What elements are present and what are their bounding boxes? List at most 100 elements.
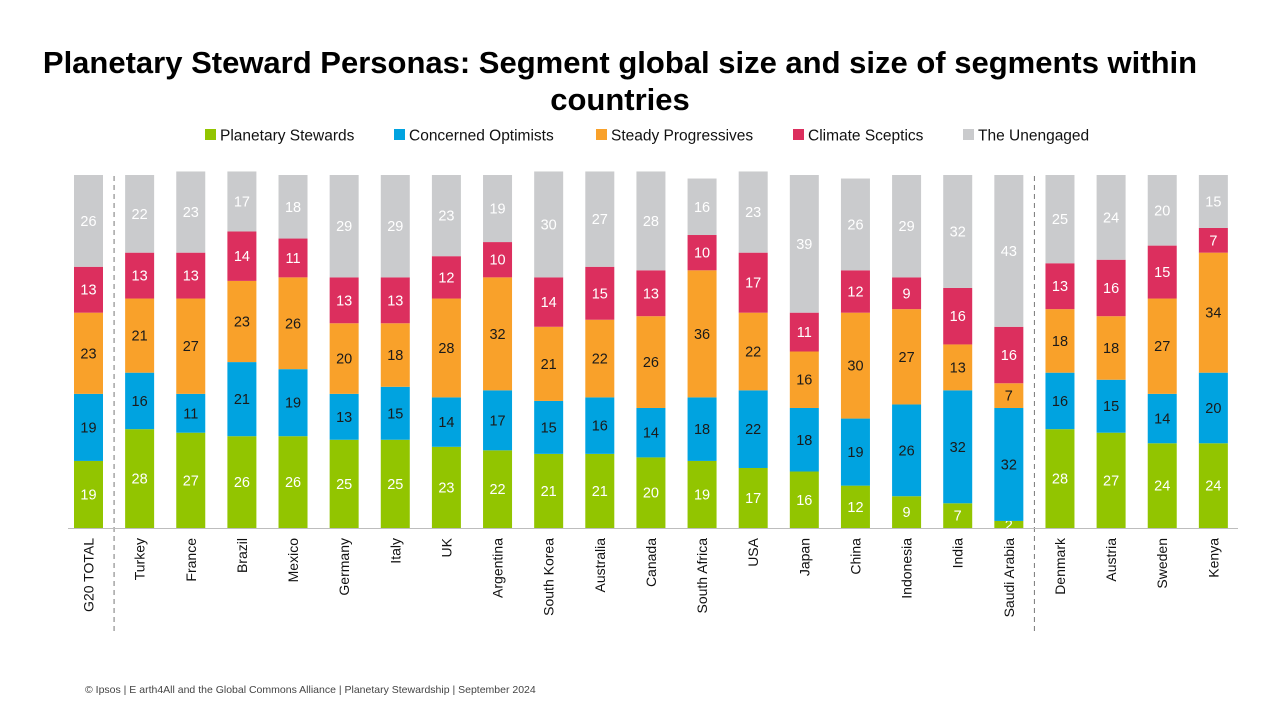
bar-segment-planetary-stewards-china [840, 485, 870, 528]
bar-group-france: 27 11 27 13 23 [176, 171, 206, 528]
data-label-planetary-stewards-canada: 20 [643, 486, 659, 502]
data-label-climate-sceptics-sweden: 15 [1154, 265, 1170, 281]
data-label-concerned-optimists-indonesia: 26 [899, 443, 915, 459]
data-label-steady-progressives-usa: 22 [745, 345, 761, 361]
bar-segment-steady-progressives-south-africa [687, 270, 717, 398]
data-label-the-unengaged-japan: 39 [796, 237, 812, 253]
bar-group-g20-total: 19 19 23 13 26 [74, 175, 103, 528]
data-label-planetary-stewards-italy: 25 [387, 477, 403, 493]
bar-segment-concerned-optimists-south-africa [687, 397, 717, 461]
data-label-planetary-stewards-kenya: 24 [1205, 479, 1221, 495]
data-label-concerned-optimists-canada: 14 [643, 426, 659, 442]
tick-label-denmark: Denmark [1052, 537, 1068, 595]
data-label-concerned-optimists-south-africa: 18 [694, 422, 710, 438]
data-label-concerned-optimists-france: 11 [183, 406, 198, 422]
data-label-climate-sceptics-italy: 13 [387, 293, 403, 309]
bar-segment-steady-progressives-uk [431, 298, 461, 398]
data-label-climate-sceptics-uk: 12 [438, 270, 454, 286]
bar-segment-planetary-stewards-saudi-arabia [994, 520, 1024, 528]
bar-segment-the-unengaged-france [176, 171, 206, 253]
bar-segment-planetary-stewards-sweden [1147, 443, 1177, 528]
bar-segment-planetary-stewards-kenya [1198, 443, 1228, 528]
bar-segment-concerned-optimists-brazil [227, 362, 257, 437]
bar-group-mexico: 26 19 26 11 18 [278, 175, 308, 528]
tick-label-kenya: Kenya [1205, 538, 1221, 578]
data-label-steady-progressives-saudi-arabia: 7 [1005, 389, 1013, 405]
bar-segment-steady-progressives-australia [585, 319, 615, 398]
data-label-concerned-optimists-uk: 14 [438, 415, 454, 431]
bar-segment-planetary-stewards-south-africa [687, 460, 717, 528]
bar-segment-climate-sceptics-canada [636, 270, 666, 317]
data-label-climate-sceptics-argentina: 10 [489, 253, 505, 269]
data-label-steady-progressives-germany: 20 [336, 352, 352, 368]
tick-label-sweden: Sweden [1154, 538, 1170, 589]
bar-segment-climate-sceptics-brazil [227, 231, 257, 281]
bar-segment-concerned-optimists-sweden [1147, 393, 1177, 444]
bar-segment-the-unengaged-usa [738, 171, 768, 253]
bar-group-argentina: 22 17 32 10 19 [483, 175, 513, 528]
data-label-the-unengaged-germany: 29 [336, 219, 352, 235]
bar-group-australia: 21 16 22 15 27 [585, 171, 615, 528]
data-label-planetary-stewards-g20-total: 19 [80, 487, 96, 503]
bar-segment-steady-progressives-france [176, 298, 206, 394]
data-label-the-unengaged-austria: 24 [1103, 210, 1119, 226]
chart-title: Planetary Steward Personas: Segment glob… [42, 45, 1198, 117]
data-label-concerned-optimists-mexico: 19 [285, 396, 301, 412]
data-label-concerned-optimists-sweden: 14 [1154, 412, 1170, 428]
bar-segment-the-unengaged-mexico [278, 175, 308, 239]
data-label-planetary-stewards-indonesia: 9 [903, 505, 911, 521]
data-label-concerned-optimists-germany: 13 [336, 410, 352, 426]
legend-swatch-the-unengaged [963, 129, 974, 140]
bar-segment-steady-progressives-kenya [1198, 252, 1228, 373]
data-label-steady-progressives-mexico: 26 [285, 316, 301, 332]
tick-label-south-korea: South Korea [541, 538, 557, 616]
legend-label-planetary-stewards: Planetary Stewards [220, 128, 355, 145]
data-label-planetary-stewards-saudi-arabia: 2 [1005, 518, 1013, 534]
bar-group-saudi-arabia: 2 32 7 16 43 [994, 175, 1024, 534]
legend-label-steady-progressives: Steady Progressives [611, 128, 753, 145]
data-label-steady-progressives-brazil: 23 [234, 314, 250, 330]
bar-segment-concerned-optimists-austria [1096, 379, 1126, 433]
tick-label-south-africa: South Africa [694, 538, 710, 614]
bar-segment-planetary-stewards-south-korea [534, 453, 564, 528]
data-label-climate-sceptics-g20-total: 13 [80, 283, 96, 299]
data-label-steady-progressives-turkey: 21 [132, 329, 148, 345]
bar-segment-the-unengaged-brazil [227, 171, 257, 232]
bar-group-china: 12 19 30 12 26 [840, 178, 870, 528]
bar-group-italy: 25 15 18 13 29 [380, 175, 410, 528]
data-label-concerned-optimists-south-korea: 15 [541, 420, 557, 436]
bar-segment-steady-progressives-indonesia [892, 309, 922, 405]
bar-segment-the-unengaged-canada [636, 171, 666, 271]
bar-segment-the-unengaged-australia [585, 171, 615, 267]
bar-segment-the-unengaged-denmark [1045, 175, 1075, 264]
data-label-planetary-stewards-france: 27 [183, 473, 199, 489]
data-label-steady-progressives-kenya: 34 [1205, 306, 1221, 322]
bar-segment-climate-sceptics-south-africa [687, 235, 717, 271]
data-label-climate-sceptics-indonesia: 9 [903, 286, 911, 302]
bar-segment-planetary-stewards-brazil [227, 436, 257, 528]
bar-segment-climate-sceptics-india [943, 287, 973, 345]
bar-segment-concerned-optimists-italy [380, 386, 410, 440]
data-label-the-unengaged-australia: 27 [592, 212, 608, 228]
bar-segment-climate-sceptics-australia [585, 266, 615, 320]
data-label-steady-progressives-g20-total: 23 [80, 346, 96, 362]
bar-segment-the-unengaged-south-africa [687, 178, 717, 236]
bar-segment-climate-sceptics-mexico [278, 238, 308, 278]
tick-label-canada: Canada [643, 538, 659, 587]
data-label-the-unengaged-south-africa: 16 [694, 200, 710, 216]
data-label-concerned-optimists-saudi-arabia: 32 [1001, 457, 1017, 473]
bar-group-austria: 27 15 18 16 24 [1096, 175, 1126, 528]
data-label-concerned-optimists-denmark: 16 [1052, 394, 1068, 410]
data-label-concerned-optimists-argentina: 17 [489, 413, 505, 429]
data-label-steady-progressives-china: 30 [847, 359, 863, 375]
bar-segment-steady-progressives-denmark [1045, 309, 1075, 373]
bar-segment-concerned-optimists-denmark [1045, 372, 1075, 430]
bars: 1919231326281621132227112713232621231417… [74, 171, 1228, 534]
bar-segment-climate-sceptics-austria [1096, 259, 1126, 317]
legend-label-concerned-optimists: Concerned Optimists [409, 128, 554, 145]
bar-segment-climate-sceptics-uk [431, 256, 461, 299]
bar-segment-steady-progressives-argentina [483, 277, 513, 391]
data-label-planetary-stewards-mexico: 26 [285, 475, 301, 491]
data-label-climate-sceptics-south-korea: 14 [541, 295, 557, 311]
